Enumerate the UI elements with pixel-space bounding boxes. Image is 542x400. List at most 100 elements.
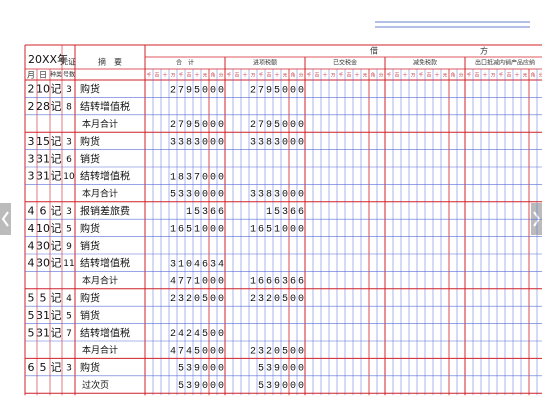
digit-head: 千 (339, 72, 344, 79)
digit-head: 角 (371, 72, 376, 79)
cell-summary: 报销差旅费 (80, 205, 130, 218)
cell-month: 2 (28, 83, 35, 96)
cell-kind: 记 (51, 83, 62, 96)
digit-head: 百 (475, 73, 480, 79)
cell-summary: 购货 (80, 83, 100, 96)
cell-amount: 1651000 (170, 225, 226, 236)
cell-amount: 3383000 (250, 190, 306, 201)
digit-head: 十 (435, 72, 440, 79)
number-head: 号数 (63, 71, 75, 79)
cell-month: 4 (28, 222, 35, 235)
cell-day: 15 (36, 135, 50, 148)
digit-head: 十 (355, 72, 360, 79)
digit-head: 百 (507, 73, 512, 79)
cell-amount: 15366 (186, 207, 226, 218)
digit-head: 角 (211, 72, 216, 79)
cell-day: 30 (36, 239, 50, 252)
cell-amount: 3383000 (250, 138, 306, 149)
cell-day: 5 (40, 361, 47, 374)
cell-amount: 2795000 (250, 120, 306, 131)
cell-amount: 539000 (178, 381, 226, 392)
column-head: 合 计 (176, 59, 194, 67)
cell-summary: 结转增值税 (80, 326, 130, 339)
digit-head: 百 (427, 73, 432, 79)
digit-head: 千 (147, 72, 152, 79)
digit-head: 百 (155, 73, 160, 79)
cell-summary: 过次页 (82, 379, 109, 391)
cell-summary: 销货 (80, 152, 100, 165)
cell-day: 28 (36, 100, 50, 113)
cell-month: 4 (28, 239, 35, 252)
cell-amount: 539000 (178, 364, 226, 375)
summary-head: 摘 要 (98, 57, 122, 67)
prev-arrow[interactable] (0, 203, 11, 235)
cell-amount: 1651000 (250, 225, 306, 236)
cell-day: 10 (36, 83, 50, 96)
cell-number: 5 (66, 311, 72, 321)
cell-month: 4 (28, 257, 35, 270)
cell-amount: 3104634 (170, 259, 226, 270)
cell-amount: 2320500 (250, 294, 306, 305)
digit-head: 分 (219, 72, 224, 79)
cell-day: 6 (40, 205, 47, 218)
cell-day: 31 (36, 309, 50, 322)
digit-head: 百 (347, 73, 352, 79)
cell-amount: 1666366 (250, 277, 306, 288)
digit-head: 元 (283, 73, 288, 79)
digit-head: 元 (523, 73, 528, 79)
kind-head: 种类 (50, 71, 62, 79)
digit-head: 十 (515, 72, 520, 79)
digit-head: 十 (275, 72, 280, 79)
cell-kind: 记 (51, 100, 62, 113)
cell-number: 3 (66, 207, 72, 217)
digit-head: 角 (451, 72, 456, 79)
digit-head: 万 (251, 73, 256, 79)
cell-kind: 记 (51, 326, 62, 339)
cell-number: 11 (63, 259, 74, 269)
digit-head: 万 (331, 73, 336, 79)
cell-kind: 记 (51, 205, 62, 218)
cell-kind: 记 (51, 239, 62, 252)
cell-kind: 记 (51, 152, 62, 165)
cell-summary: 本月合计 (82, 275, 118, 287)
cell-number: 5 (66, 224, 72, 234)
cell-kind: 记 (51, 135, 62, 148)
cell-amount: 4745000 (170, 346, 226, 357)
digit-head: 百 (315, 73, 320, 79)
digit-head: 十 (323, 72, 328, 79)
digit-head: 元 (363, 73, 368, 79)
digit-head: 千 (387, 72, 392, 79)
cell-day: 10 (36, 222, 50, 235)
digit-head: 万 (171, 73, 176, 79)
cell-kind: 记 (51, 257, 62, 270)
prev-icon (1, 211, 9, 227)
cell-amount: 2320500 (250, 346, 306, 357)
cell-month: 3 (28, 152, 35, 165)
digit-head: 分 (299, 72, 304, 79)
cell-amount: 5330000 (170, 190, 226, 201)
digit-head: 分 (379, 72, 384, 79)
digit-head: 千 (499, 72, 504, 79)
digit-head: 千 (259, 72, 264, 79)
cell-amount: 4771000 (170, 277, 226, 288)
cell-amount: 2795000 (170, 85, 226, 96)
digit-head: 元 (443, 73, 448, 79)
digit-head: 千 (419, 72, 424, 79)
column-head: 进项税额 (253, 59, 277, 67)
digit-head: 十 (195, 72, 200, 79)
digit-head: 千 (179, 72, 184, 79)
cell-day: 31 (36, 152, 50, 165)
cell-number: 8 (66, 103, 72, 113)
day-head: 日 (39, 71, 47, 80)
cell-amount: 539000 (258, 364, 306, 375)
cell-kind: 记 (51, 292, 62, 305)
cell-number: 3 (66, 85, 72, 95)
cell-summary: 购货 (80, 222, 100, 235)
cell-number: 9 (66, 242, 72, 252)
digit-head: 十 (163, 72, 168, 79)
cell-summary: 结转增值税 (80, 170, 130, 183)
cell-summary: 购货 (80, 361, 100, 374)
cell-amount: 15366 (266, 207, 306, 218)
cell-amount: 539000 (258, 381, 306, 392)
